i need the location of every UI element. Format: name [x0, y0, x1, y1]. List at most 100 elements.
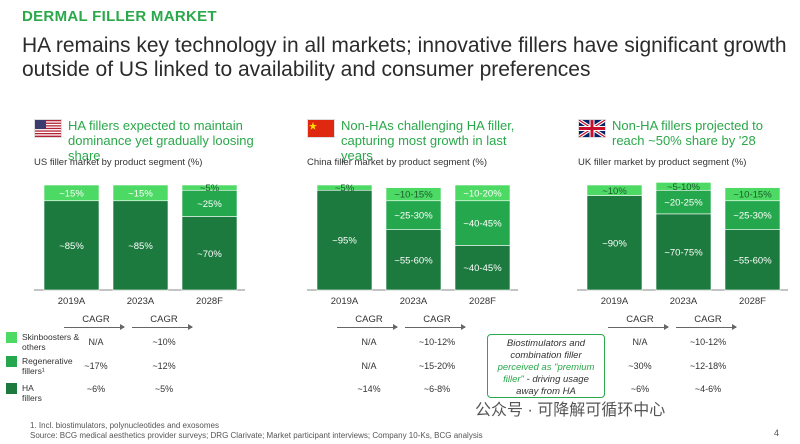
data-label: ~10% [602, 186, 627, 197]
cagr-header: CAGR [626, 314, 654, 325]
cagr-value: N/A [88, 337, 104, 347]
bar-segment [454, 200, 511, 246]
cagr-value: ~4-6% [694, 384, 722, 394]
data-label: ~40-45% [463, 219, 502, 230]
cagr-header: CAGR [355, 314, 383, 325]
uk-flag-icon [578, 118, 606, 139]
china-flag-icon [307, 119, 335, 138]
x-tick-label: 2019A [601, 296, 629, 307]
callout-line: perceived as "premium [497, 362, 595, 373]
data-label: ~55-60% [733, 255, 772, 266]
cagr-value: ~12-18% [689, 361, 727, 371]
data-label: ~70% [197, 249, 222, 260]
chart-subtitle-uk: UK filler market by product segment (%) [578, 157, 747, 168]
callout-line: Biostimulators and [506, 338, 586, 349]
data-label: ~85% [59, 241, 84, 252]
cagr-header: CAGR [694, 314, 722, 325]
cagr-header: CAGR [423, 314, 451, 325]
cagr-value: ~30% [628, 361, 652, 371]
bar-segment [724, 187, 781, 202]
cagr-arrow-icon [405, 324, 466, 330]
cagr-value: ~12% [152, 361, 176, 371]
data-label: ~5-10% [667, 182, 701, 193]
cagr-arrow-icon [132, 324, 193, 330]
cagr-arrow-icon [64, 324, 125, 330]
data-label: ~55-60% [394, 255, 433, 266]
cagr-value: N/A [632, 337, 648, 347]
data-label: ~70-75% [664, 247, 703, 258]
chart-subtitle-china: China filler market by product segment (… [307, 157, 488, 168]
watermark: 公众号 · 可降解可循环中心 [475, 402, 666, 419]
us-flag-icon [34, 119, 62, 138]
x-tick-label: 2028F [469, 296, 496, 307]
stacked-bar-chart-us: ~85% ~15% 2019A ~85% ~15% 2023A ~70% ~25% ~5% 202… [34, 183, 245, 307]
page-number: 4 [774, 428, 780, 438]
x-tick-label: 2028F [196, 296, 223, 307]
x-tick-label: 2028F [739, 296, 766, 307]
source-note: Source: BCG medical aesthetics provider … [30, 431, 483, 440]
cagr-value: ~10-12% [689, 337, 727, 347]
data-label: ~10-20% [463, 188, 502, 199]
bar-segment [586, 195, 643, 291]
data-label: ~25% [197, 199, 222, 210]
bar-segment [454, 245, 511, 291]
data-label: ~90% [602, 238, 627, 249]
chart-subtitle-us: US filler market by product segment (%) [34, 157, 203, 168]
cagr-header: CAGR [82, 314, 110, 325]
data-label: ~15% [128, 188, 153, 199]
bar-segment [181, 184, 238, 191]
bar-segment [181, 189, 238, 217]
bar-segment [112, 184, 169, 202]
bar-segment [586, 184, 643, 196]
cagr-header: CAGR [150, 314, 178, 325]
bar-segment [316, 189, 373, 291]
callout-line: away from HA [516, 386, 576, 397]
callout-line: filler" [503, 374, 524, 385]
panel-title-us: HA fillers expected to maintain dominanc… [68, 118, 254, 163]
data-label: ~20-25% [664, 198, 703, 209]
legend-swatch [6, 383, 17, 394]
x-tick-label: 2019A [331, 296, 359, 307]
cagr-arrow-icon [337, 324, 398, 330]
page-title: HA remains key technology in all markets… [22, 34, 787, 81]
footnote: 1. Incl. biostimulators, polynucleotides… [30, 421, 219, 430]
data-label: ~15% [59, 188, 84, 199]
data-label: ~40-45% [463, 263, 502, 274]
cagr-value: ~10% [152, 337, 176, 347]
legend-label: Regenerative fillers¹ [22, 356, 73, 376]
data-label: ~25-30% [394, 211, 433, 222]
x-tick-label: 2023A [127, 296, 155, 307]
cagr-value: N/A [361, 361, 377, 371]
stacked-bar-chart-uk: ~90% ~10% 2019A ~70-75% ~20-25% ~5-10% 2023A ~5… [577, 182, 788, 307]
bar-segment [385, 200, 442, 230]
panel-title-china: Non-HAs challenging HA filler, capturing… [341, 118, 515, 163]
data-label: ~85% [128, 241, 153, 252]
x-tick-label: 2019A [58, 296, 86, 307]
cagr-value: ~6% [630, 384, 650, 394]
legend-swatch [6, 332, 17, 343]
data-label: ~5% [335, 183, 355, 194]
bar-segment [454, 184, 511, 202]
bar-segment [385, 229, 442, 291]
data-label: ~25-30% [733, 211, 772, 222]
cagr-value: ~10-12% [418, 337, 456, 347]
data-label: ~5% [200, 183, 220, 194]
legend-swatch [6, 356, 17, 367]
callout-line: combination filler [510, 350, 582, 361]
bar-segment [43, 200, 100, 291]
cagr-arrow-icon [608, 324, 669, 330]
bar-segment [724, 229, 781, 291]
bar-segment [655, 213, 712, 291]
bar-segment [316, 184, 373, 191]
x-tick-label: 2023A [400, 296, 428, 307]
panel-title-uk: Non-HA fillers projected to reach ~50% s… [612, 118, 764, 148]
callout-line: - driving usage [523, 374, 589, 385]
bar-segment [385, 187, 442, 202]
data-label: ~10-15% [733, 190, 772, 201]
legend-label: Skinboosters & others [22, 332, 80, 352]
bar-segment [181, 216, 238, 291]
cagr-value: N/A [361, 337, 377, 347]
x-tick-label: 2023A [670, 296, 698, 307]
data-label: ~10-15% [394, 190, 433, 201]
cagr-value: ~14% [357, 384, 381, 394]
